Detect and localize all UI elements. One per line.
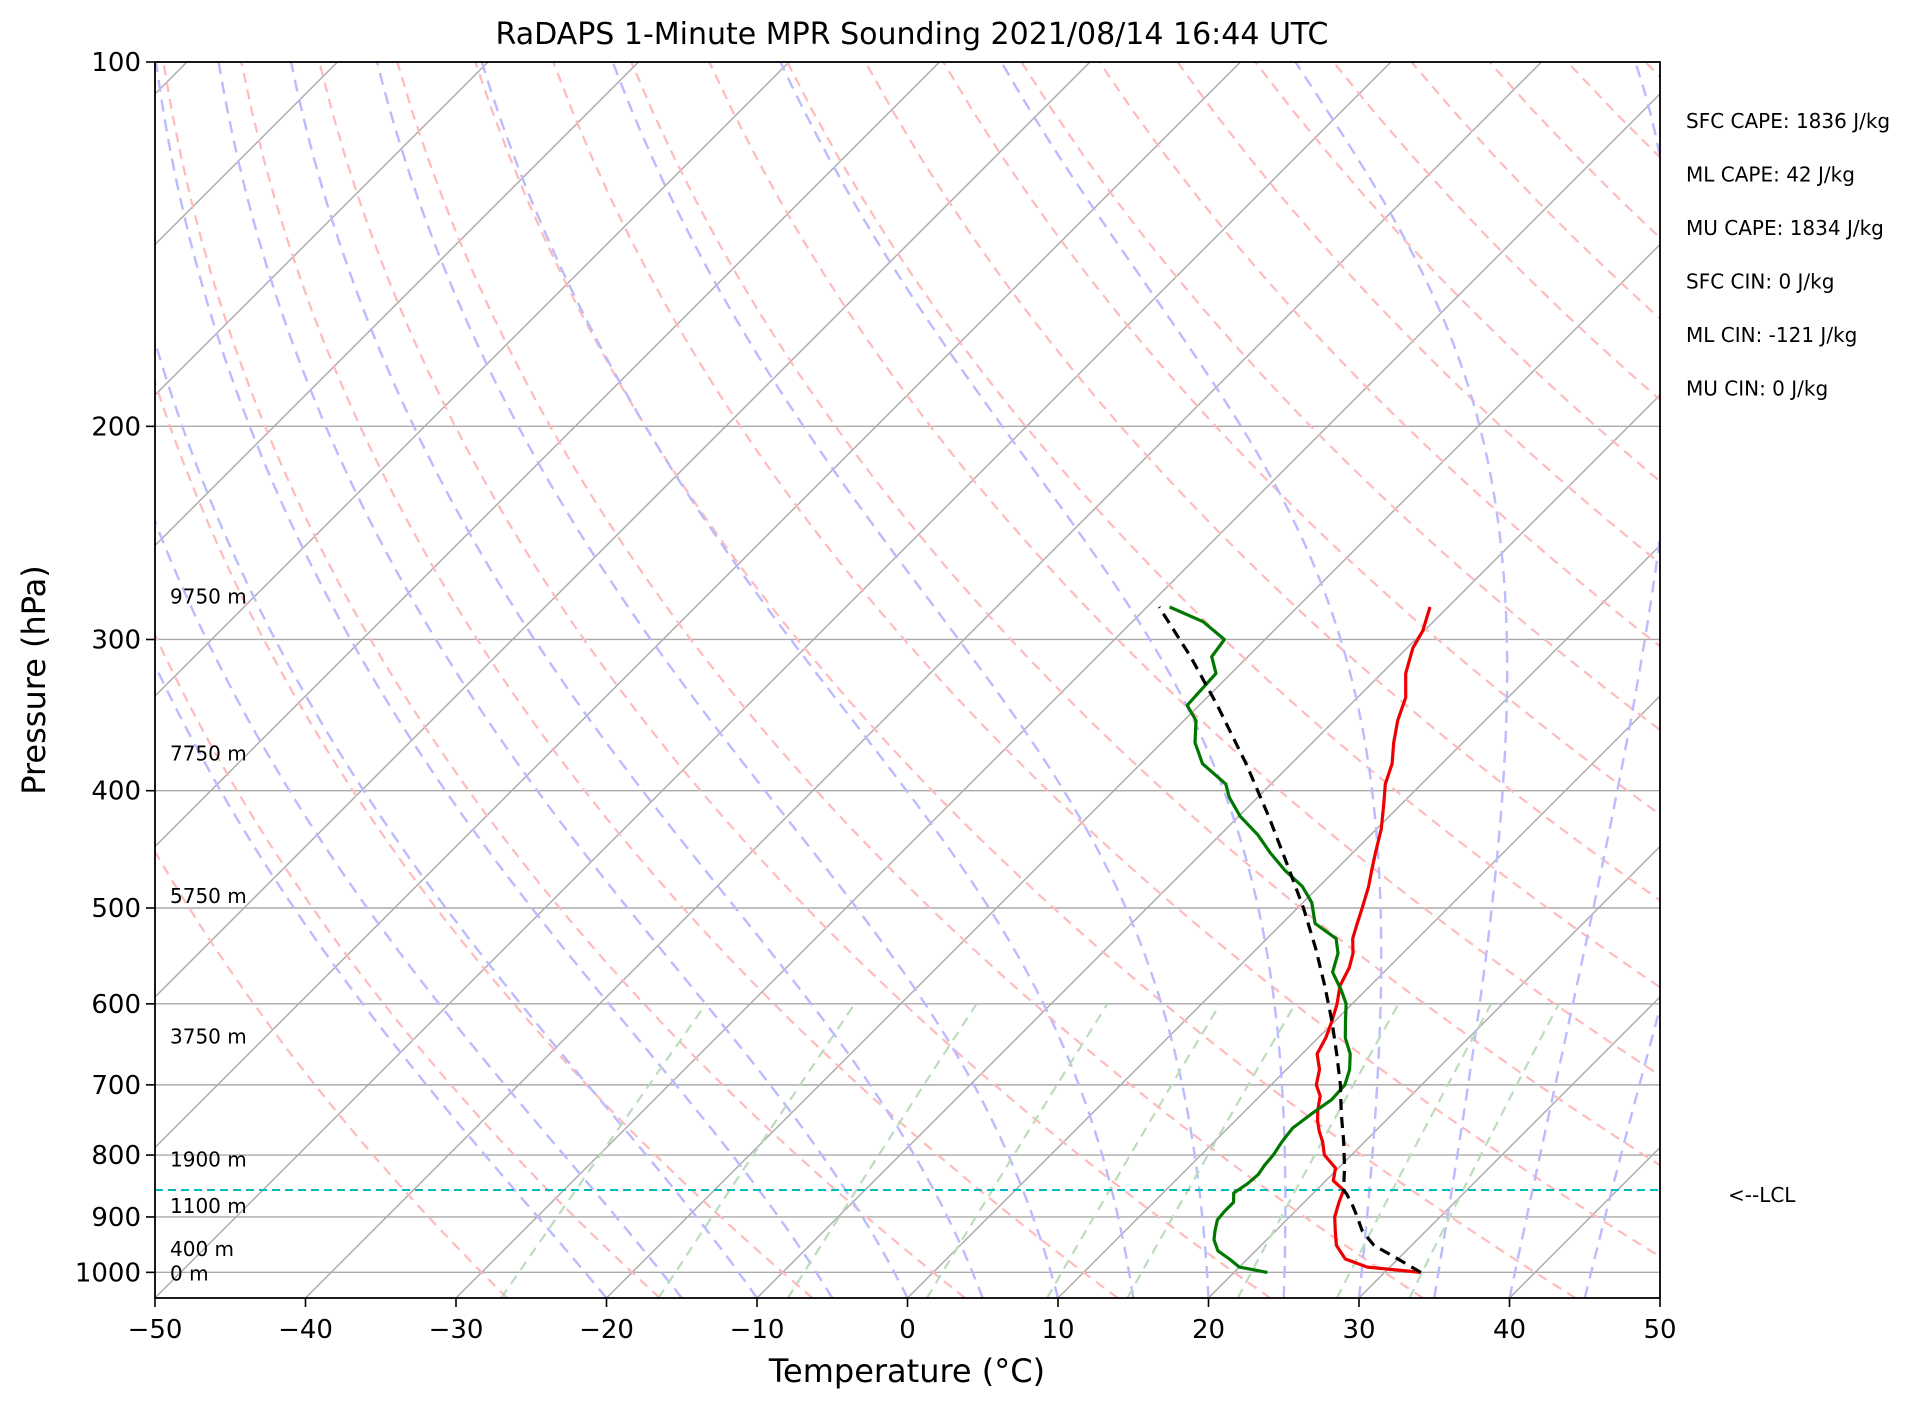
y-tick-label: 800 — [91, 1141, 141, 1171]
y-tick-label: 100 — [91, 48, 141, 78]
stat-text: ML CIN: -121 J/kg — [1686, 323, 1857, 347]
x-tick-label: 20 — [1192, 1315, 1225, 1345]
dry-adiabat-line — [163, 62, 965, 1298]
isotherm-line — [757, 62, 1925, 1298]
stat-text: ML CAPE: 42 J/kg — [1686, 163, 1855, 187]
dry-adiabat-line — [1411, 62, 1925, 1298]
x-tick-label: 0 — [899, 1315, 916, 1345]
dry-adiabat-line — [1645, 62, 1925, 1298]
mixing-ratio-line — [1238, 1004, 1399, 1298]
profile-line-0 — [1316, 607, 1430, 1272]
profile-lines — [1159, 607, 1430, 1272]
moist-adiabat-line — [1510, 62, 1676, 1298]
dry-adiabat-line — [631, 62, 1881, 1298]
y-tick-label: 600 — [91, 990, 141, 1020]
dry-adiabat-line — [1099, 62, 1925, 1298]
dry-adiabat-line — [1021, 62, 1925, 1298]
isotherm-line — [0, 62, 789, 1298]
x-tick-label: 50 — [1643, 1315, 1676, 1345]
moist-adiabat-line — [1001, 62, 1381, 1298]
x-tick-label: 40 — [1493, 1315, 1526, 1345]
y-tick-label: 200 — [91, 412, 141, 442]
mixing-ratio-line — [659, 1004, 855, 1298]
dry-adiabat-line — [1489, 62, 1925, 1298]
isotherm-line — [908, 62, 1925, 1298]
y-axis-label: Pressure (hPa) — [15, 565, 53, 795]
height-label: 5750 m — [170, 884, 247, 908]
moist-adiabat-line — [1585, 62, 1894, 1298]
isotherm-line — [306, 62, 1542, 1298]
isotherm-line — [0, 62, 488, 1298]
dry-adiabat-line — [1567, 62, 1925, 1298]
moist-adiabat-line — [291, 62, 983, 1298]
height-label: 3750 m — [170, 1024, 247, 1048]
isotherm-line — [1660, 62, 1925, 1298]
y-tick-label: 400 — [91, 777, 141, 807]
x-tick-label: −40 — [278, 1315, 333, 1345]
x-tick-label: −10 — [730, 1315, 785, 1345]
moist-adiabat-line — [50, 62, 682, 1298]
x-tick-label: −20 — [579, 1315, 634, 1345]
isotherm-line — [607, 62, 1843, 1298]
moist-adiabat-line — [156, 62, 832, 1298]
moist-adiabat-line — [613, 62, 1209, 1298]
chart-title: RaDAPS 1-Minute MPR Sounding 2021/08/14 … — [496, 17, 1329, 52]
dry-adiabat-line — [1723, 62, 1925, 1298]
height-label: 9750 m — [170, 585, 247, 609]
moist-adiabat-line — [1295, 62, 1507, 1298]
y-tick-label: 700 — [91, 1071, 141, 1101]
isotherm-line — [1359, 62, 1925, 1298]
mixing-ratio-line — [501, 1004, 706, 1298]
mixing-ratio-line — [1127, 1004, 1295, 1298]
x-tick-label: −30 — [429, 1315, 484, 1345]
x-axis-label: Temperature (°C) — [768, 1352, 1045, 1390]
y-tick-label: 300 — [91, 625, 141, 655]
y-tick-label: 900 — [91, 1203, 141, 1233]
isotherm-line — [155, 62, 1391, 1298]
moist-adiabat-line — [101, 62, 757, 1298]
stat-text: SFC CAPE: 1836 J/kg — [1686, 109, 1890, 133]
stat-text: SFC CIN: 0 J/kg — [1686, 270, 1834, 294]
mixing-ratio-line — [788, 1004, 977, 1298]
background-lines — [0, 62, 1925, 1298]
stat-text: MU CAPE: 1834 J/kg — [1686, 216, 1884, 240]
dry-adiabat-line — [553, 62, 1728, 1298]
isotherm-line — [0, 62, 1090, 1298]
x-tick-label: −50 — [128, 1315, 183, 1345]
height-label: 0 m — [170, 1261, 209, 1285]
stat-text: MU CIN: 0 J/kg — [1686, 377, 1828, 401]
x-tick-label: 10 — [1041, 1315, 1074, 1345]
mixing-ratio-line — [1410, 1004, 1559, 1298]
lcl-label: <--LCL — [1728, 1183, 1796, 1207]
height-label: 7750 m — [170, 742, 247, 766]
dry-adiabat-line — [1177, 62, 1925, 1298]
height-label: 1900 m — [170, 1147, 247, 1171]
axis-ticks: −50 −40 −30 −20 −10 0 10 20 30 40 50 100 200 300 400 50… — [75, 48, 1677, 1345]
moist-adiabat-line — [377, 62, 1058, 1298]
x-tick-label: 30 — [1342, 1315, 1375, 1345]
y-tick-label: 500 — [91, 894, 141, 924]
height-label: 400 m — [170, 1237, 234, 1261]
dry-adiabat-line — [1333, 62, 1925, 1298]
mixing-ratio-line — [1337, 1004, 1491, 1298]
y-tick-label: 1000 — [75, 1258, 141, 1288]
height-label: 1100 m — [170, 1194, 247, 1218]
dry-adiabat-line — [865, 62, 1925, 1298]
isotherm-line — [0, 62, 639, 1298]
dry-adiabat-line — [0, 62, 507, 1298]
isotherm-line — [5, 62, 1241, 1298]
moist-adiabat-line — [4, 62, 607, 1298]
isotherm-line — [0, 62, 940, 1298]
isotherm-line — [1510, 62, 1925, 1298]
